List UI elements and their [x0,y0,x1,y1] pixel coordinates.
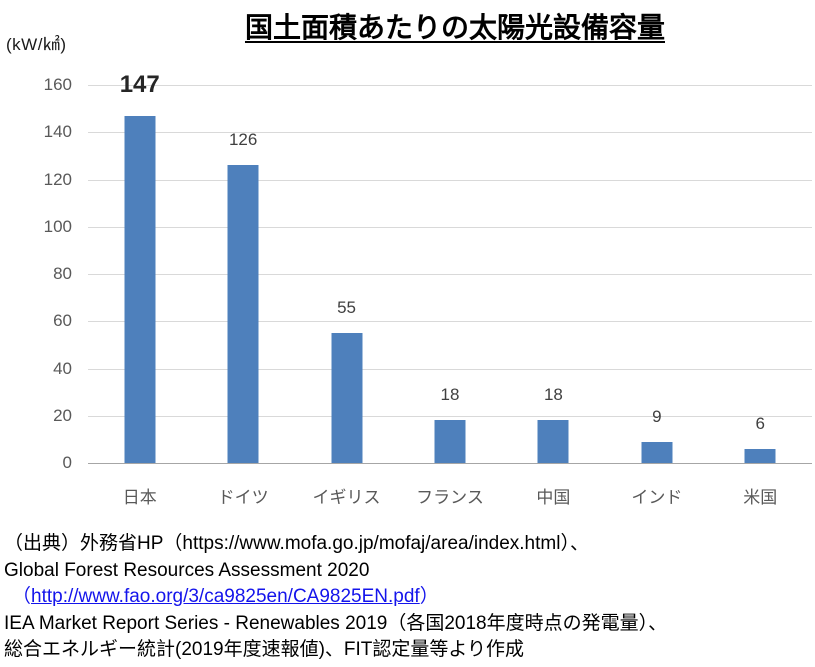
y-tick-label: 80 [53,264,72,283]
y-tick-label: 160 [43,75,72,94]
gridline [88,226,812,228]
x-category-label: 中国 [536,488,571,507]
x-category-label: ドイツ [217,488,269,507]
category-slot: 6 米国 [709,85,812,507]
y-axis-unit-label: (kW/㎢) [6,35,67,54]
y-tick-label: 100 [43,216,72,236]
bar-インド [641,441,673,463]
value-label: 6 [755,413,765,433]
y-tick-label: 40 [53,358,72,378]
x-axis-line [88,463,812,464]
category-slot: 18 中国 [502,85,605,507]
bar-フランス [434,420,466,463]
source-line-3: （http://www.fao.org/3/ca9825en/CA9825EN.… [4,584,814,611]
y-tick-label: 0 [62,453,72,472]
value-label: 9 [652,406,662,426]
gridline [88,132,812,134]
gridline [88,415,812,417]
gridline [88,179,812,181]
bar-中国 [537,420,569,463]
value-label: 126 [228,130,258,150]
value-label: 55 [337,298,357,318]
x-category-label: フランス [416,488,484,507]
bar-日本 [124,115,156,463]
chart-title: 国土面積あたりの太陽光設備容量 [244,12,665,43]
source-line-2: Global Forest Resources Assessment 2020 [4,559,370,581]
plot-area: 147 日本 126 ドイツ 55 イギリス 18 フランス 18 中国 9 インド 6 米国 [88,71,812,507]
y-tick-label: 140 [43,122,72,142]
category-slot: 147 日本 [88,71,191,507]
value-label: 18 [440,385,460,405]
bar-chart: 147 日本 126 ドイツ 55 イギリス 18 フランス 18 中国 9 インド 6 米国 160 14… [43,71,812,507]
value-label: 18 [543,385,563,405]
category-slot: 9 インド [605,85,708,507]
y-tick-label: 60 [53,311,72,331]
x-category-label: イギリス [312,488,381,507]
link-open-paren: （ [12,586,32,607]
category-slot: 55 イギリス [295,85,398,507]
source-notes: （出典）外務省HP（https://www.mofa.go.jp/mofaj/a… [4,531,814,664]
value-label: 147 [119,70,160,98]
x-category-label: インド [631,488,683,507]
source-line-4: IEA Market Report Series - Renewables 20… [4,612,668,634]
x-category-label: 日本 [122,488,157,507]
y-tick-label: 20 [53,405,72,425]
link-close-paren: ） [419,586,439,607]
bar-ドイツ [227,165,259,463]
gridline [88,321,812,323]
bar-米国 [744,448,776,463]
x-category-label: 米国 [743,488,778,507]
gridline [88,274,812,275]
gridline [88,368,812,370]
fao-report-link[interactable]: http://www.fao.org/3/ca9825en/CA9825EN.p… [31,586,420,607]
source-line-5: 総合エネルギー統計(2019年度速報値)、FIT認定量等より作成 [4,639,525,660]
bar-イギリス [331,333,363,463]
category-slot: 18 フランス [398,85,501,507]
y-tick-label: 120 [43,169,72,189]
gridline [88,85,812,86]
source-line-1: （出典）外務省HP（https://www.mofa.go.jp/mofaj/a… [4,533,589,554]
category-slot: 126 ドイツ [191,85,294,507]
